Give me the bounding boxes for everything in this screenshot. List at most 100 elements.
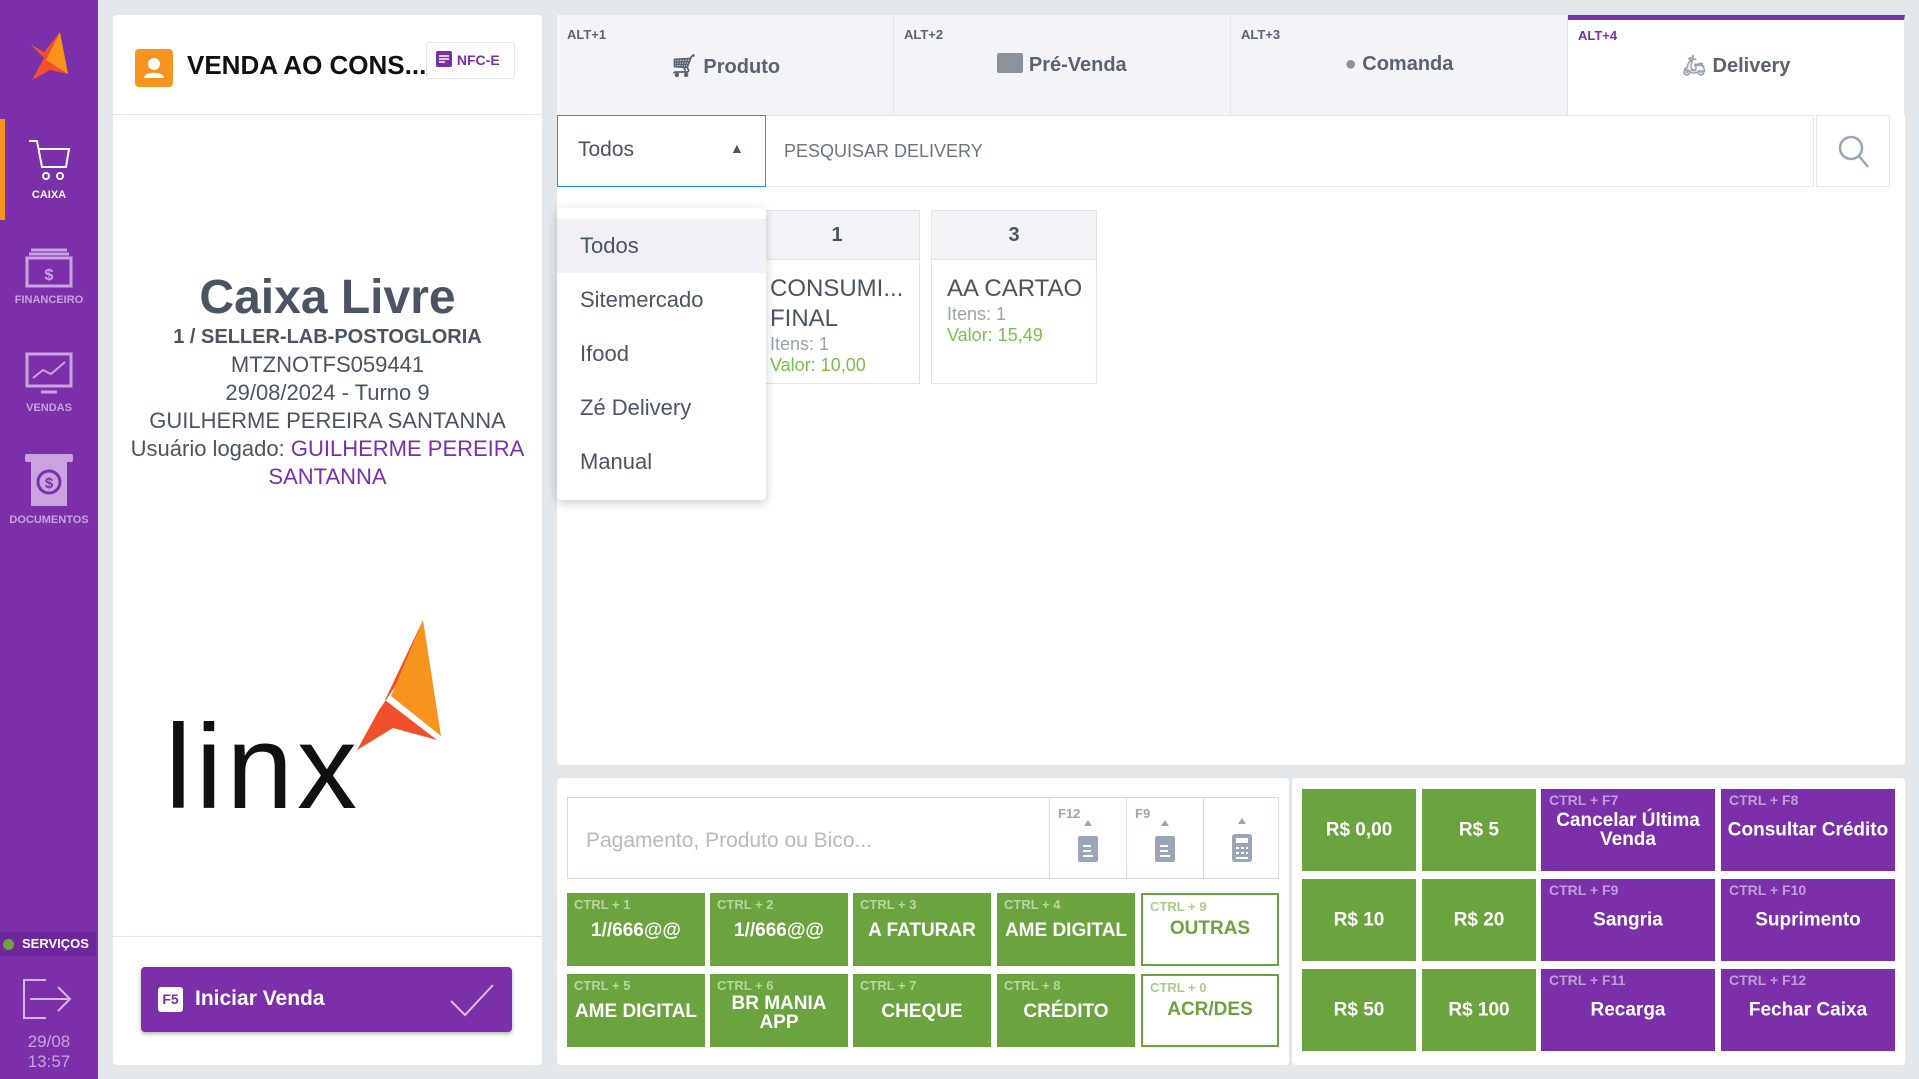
payment-button[interactable]: CTRL + 3 A FATURAR [853, 893, 991, 966]
shortcut-key: CTRL + 4 [1004, 897, 1061, 912]
action-label: Recarga [1590, 999, 1666, 1021]
action-button[interactable]: CTRL + F8 Consultar Crédito [1721, 789, 1895, 871]
start-sale-label: Iniciar Venda [195, 987, 325, 1010]
receipt-icon [1155, 820, 1175, 862]
search-placeholder: PESQUISAR DELIVERY [784, 141, 983, 161]
payment-button[interactable]: CTRL + 1 1//666@@ [567, 893, 705, 966]
dropdown-option[interactable]: Ifood [580, 341, 629, 366]
payment-button[interactable]: CTRL + 5 AME DIGITAL [567, 974, 705, 1047]
entry-placeholder: Pagamento, Produto ou Bico... [586, 829, 873, 852]
payment-button[interactable]: CTRL + 0 ACR/DES [1141, 974, 1279, 1047]
sidebar-item-label: DOCUMENTOS [9, 514, 89, 526]
tab-produto[interactable]: ALT+1 🛒︎ Produto [557, 15, 894, 115]
check-icon [450, 984, 494, 1017]
shortcut-key: F5 [158, 987, 183, 1012]
shortcut-key: CTRL + 1 [574, 897, 631, 912]
chart-monitor-icon [25, 352, 73, 394]
logged-user-name: GUILHERME PEREIRA SANTANNA [268, 436, 525, 489]
sidebar-item-vendas[interactable]: VENDAS [0, 352, 98, 414]
action-label: Consultar Crédito [1727, 819, 1889, 841]
tab-shortcut: ALT+1 [567, 27, 607, 42]
sidebar-item-financeiro[interactable]: $ FINANCEIRO [0, 248, 98, 306]
order-value: Valor: 15,49 [947, 325, 1043, 345]
person-icon: ● [1344, 53, 1357, 75]
action-button[interactable]: CTRL + F7 Cancelar Última Venda [1541, 789, 1715, 871]
payment-button[interactable]: CTRL + 7 CHEQUE [853, 974, 991, 1047]
payment-button[interactable]: CTRL + 4 AME DIGITAL [997, 893, 1135, 966]
payment-label: OUTRAS [1169, 918, 1251, 939]
cash-button[interactable]: R$ 10 [1302, 879, 1416, 961]
dropdown-option[interactable]: Manual [580, 449, 653, 474]
dropdown-option[interactable]: Zé Delivery [580, 395, 692, 420]
payment-button[interactable]: CTRL + 9 OUTRAS [1141, 893, 1279, 966]
sidebar-item-label: VENDAS [26, 402, 72, 414]
document-money-icon: $ [25, 454, 73, 506]
calculator-button[interactable] [1203, 798, 1279, 878]
shortcut-key: CTRL + F12 [1729, 972, 1807, 988]
tab-delivery[interactable]: ALT+4 🛵︎ Delivery [1568, 15, 1905, 115]
action-label: Suprimento [1755, 909, 1861, 931]
tab-pre-venda[interactable]: ALT+2 Pré-Venda [894, 15, 1231, 115]
shortcut-key: CTRL + 7 [860, 978, 917, 993]
sale-panel: VENDA AO CONS... NFC-E Caixa Livre 1 / S… [113, 15, 542, 1065]
cash-button[interactable]: R$ 50 [1302, 969, 1416, 1051]
payment-button[interactable]: CTRL + 8 CRÉDITO [997, 974, 1135, 1047]
svg-text:linx: linx [165, 700, 361, 813]
cart-icon: 🛒︎ [669, 53, 698, 78]
customer-name[interactable]: VENDA AO CONS... [187, 50, 427, 80]
customer-icon[interactable] [135, 49, 173, 87]
sidebar-item-documentos[interactable]: $ DOCUMENTOS [0, 452, 98, 526]
entry-input[interactable]: Pagamento, Produto ou Bico... F12 F9 [567, 797, 1279, 879]
search-button[interactable] [1816, 115, 1890, 187]
order-value: Valor: 10,00 [770, 355, 866, 375]
action-button[interactable]: CTRL + F11 Recarga [1541, 969, 1715, 1051]
channel-dropdown-menu: Todos Sitemercado Ifood Zé Delivery Manu… [557, 208, 766, 500]
sidebar-item-label: FINANCEIRO [14, 294, 84, 306]
receipt-icon [1078, 820, 1098, 862]
order-customer: AA CARTAO [947, 275, 1083, 302]
logged-user: Usuário logado: GUILHERME PEREIRA SANTAN… [113, 435, 542, 491]
dropdown-option[interactable]: Sitemercado [580, 287, 704, 312]
search-icon [1838, 135, 1869, 168]
print-f12-button[interactable]: F12 [1049, 798, 1126, 878]
action-button[interactable]: CTRL + F9 Sangria [1541, 879, 1715, 961]
payment-button[interactable]: CTRL + 6 BR MANIA APP [710, 974, 848, 1047]
payment-button[interactable]: CTRL + 2 1//666@@ [710, 893, 848, 966]
cash-button[interactable]: R$ 100 [1422, 969, 1536, 1051]
tab-label: Produto [703, 56, 781, 78]
shortcut-key: CTRL + 6 [717, 978, 774, 993]
order-card[interactable]: 1 CONSUMI... FINAL Itens: 1 Valor: 10,00 [754, 210, 920, 384]
print-f9-button[interactable]: F9 [1126, 798, 1203, 878]
payment-label: ACR/DES [1167, 999, 1253, 1020]
logged-label: Usuário logado: [130, 436, 291, 461]
sidebar-item-caixa[interactable]: CAIXA [0, 119, 98, 220]
select-value: Todos [578, 138, 635, 161]
order-card[interactable]: 3 AA CARTAO Itens: 1 Valor: 15,49 [931, 210, 1097, 384]
wallet-icon [997, 53, 1024, 73]
cash-button[interactable]: R$ 5 [1422, 789, 1536, 871]
shortcut-key: CTRL + F11 [1549, 972, 1626, 988]
tab-shortcut: ALT+3 [1241, 27, 1281, 42]
tab-shortcut: ALT+2 [904, 27, 944, 42]
search-input[interactable]: PESQUISAR DELIVERY [766, 115, 1814, 187]
status-title: Caixa Livre [199, 271, 456, 324]
shortcut-key: CTRL + F7 [1549, 792, 1619, 808]
terminal: 1 / SELLER-LAB-POSTOGLORIA [173, 326, 482, 348]
tab-comanda[interactable]: ALT+3 ● Comanda [1231, 15, 1568, 115]
channel-select[interactable]: Todos ▲ [557, 115, 766, 187]
payment-label: BR MANIA APP [731, 993, 827, 1033]
tab-shortcut: ALT+4 [1578, 28, 1618, 43]
services-status[interactable]: SERVIÇOS [0, 932, 96, 956]
start-sale-button[interactable]: F5 Iniciar Venda [141, 967, 512, 1032]
shift: 29/08/2024 - Turno 9 [225, 380, 430, 405]
action-button[interactable]: CTRL + F10 Suprimento [1721, 879, 1895, 961]
cash-button[interactable]: R$ 20 [1422, 879, 1536, 961]
payment-label: 1//666@@ [734, 920, 824, 941]
cash-button[interactable]: R$ 0,00 [1302, 789, 1416, 871]
action-button[interactable]: CTRL + F12 Fechar Caixa [1721, 969, 1895, 1051]
nfce-badge[interactable]: NFC-E [426, 42, 515, 79]
dropdown-option[interactable]: Todos [557, 219, 766, 273]
logout-icon[interactable] [22, 978, 74, 1020]
linx-logo: linx [165, 620, 441, 813]
time: 13:57 [27, 1052, 71, 1071]
